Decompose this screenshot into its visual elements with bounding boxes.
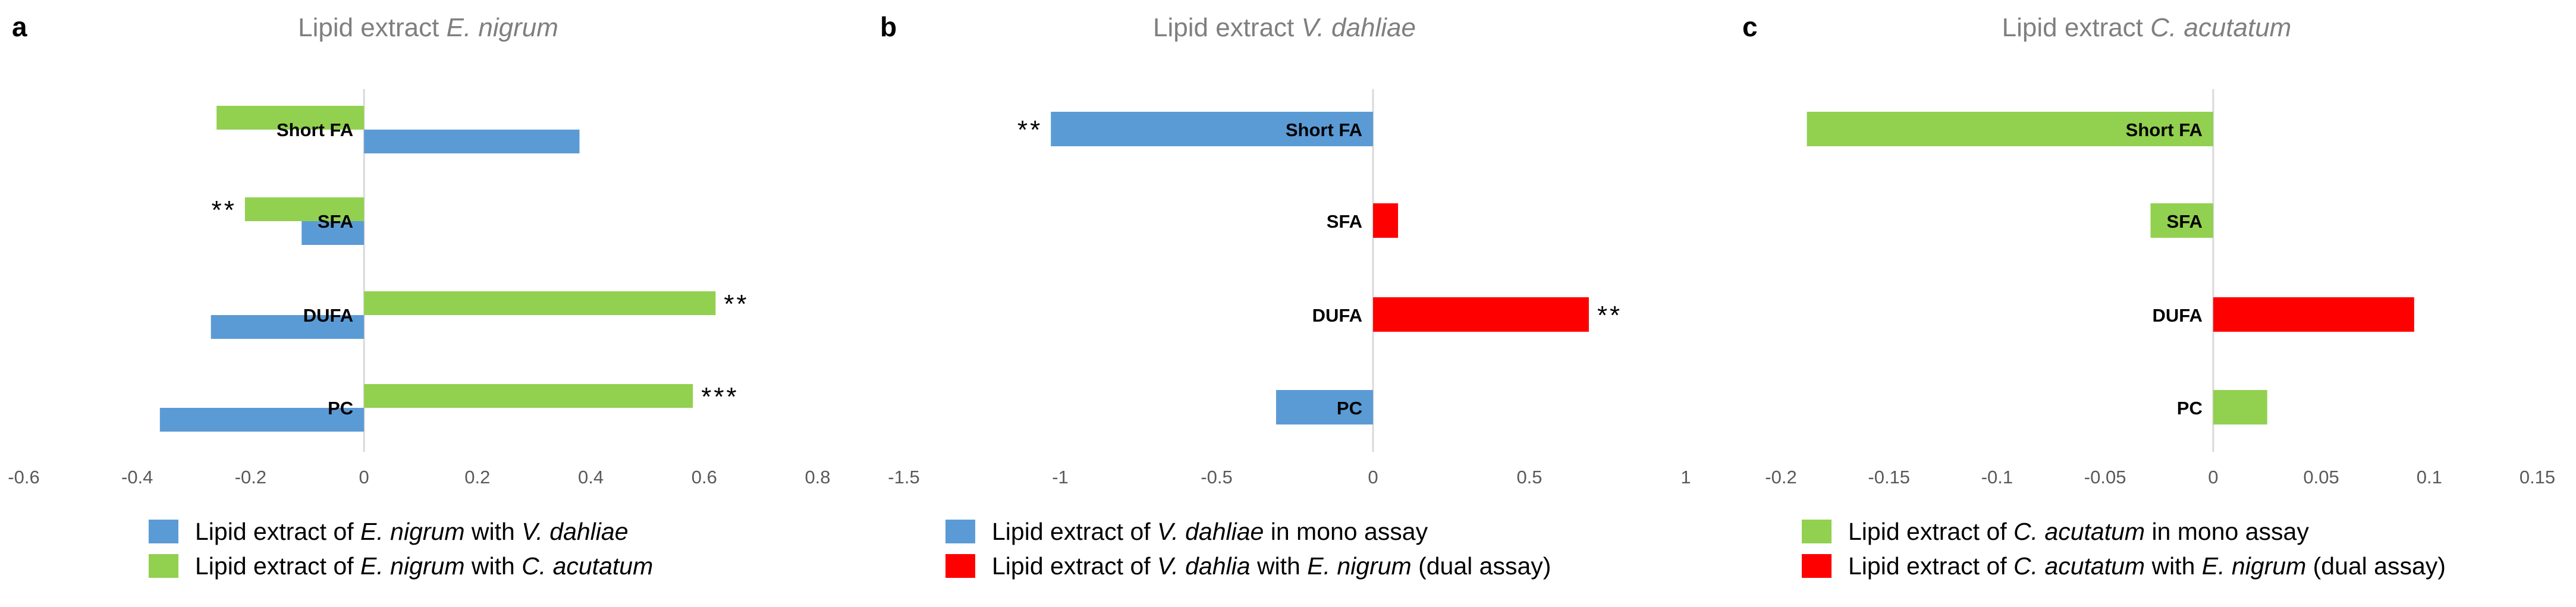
panel-letter: a (12, 11, 27, 42)
panel-letter: b (880, 11, 897, 42)
x-tick-label: 0.4 (578, 467, 604, 488)
legend-item: Lipid extract of E. nigrum with C. acuta… (149, 549, 653, 583)
significance-label: ** (212, 196, 237, 225)
x-tick-label: 0.1 (2417, 467, 2442, 488)
category-label: DUFA (2152, 305, 2202, 326)
chart-panel-c: c Lipid extract C. acutatum -0.2 -0.15 -0.… (1713, 0, 2576, 607)
bar (2213, 297, 2414, 332)
category-label: DUFA (1312, 305, 1362, 326)
panel-letter: c (1742, 11, 1758, 42)
chart-title: Lipid extract V. dahliae (928, 13, 1641, 43)
bar (2213, 390, 2267, 424)
significance-label: *** (701, 382, 739, 411)
bar (364, 291, 716, 315)
legend-label: Lipid extract of C. acutatum with E. nig… (1848, 552, 2446, 580)
category-label: Short FA (2126, 119, 2203, 140)
x-tick-label: -0.1 (1981, 467, 2013, 488)
bar (216, 106, 365, 130)
bar (244, 197, 365, 221)
legend-swatch (1802, 554, 1832, 578)
legend-label: Lipid extract of E. nigrum with V. dahli… (195, 517, 629, 545)
legend-item: Lipid extract of V. dahliae in mono assa… (945, 514, 1551, 549)
legend-label: Lipid extract of E. nigrum with C. acuta… (195, 552, 654, 580)
bar (364, 130, 580, 153)
x-tick-label: -1.5 (888, 467, 919, 488)
chart-plot-a: -0.6 -0.4 -0.2 0 0.2 0.4 0.6 0.8*******Short FA… (8, 89, 831, 488)
significance-label: ** (1597, 301, 1622, 330)
legend-label: Lipid extract of V. dahliae in mono assa… (992, 517, 1428, 545)
category-label: PC (1337, 398, 1362, 419)
bar (159, 408, 365, 432)
bar (1051, 112, 1373, 146)
x-tick-label: -0.2 (1765, 467, 1796, 488)
x-tick-label: 0.2 (464, 467, 490, 488)
category-label: PC (328, 398, 353, 419)
x-tick-label: 0.15 (2520, 467, 2555, 488)
x-tick-label: -0.6 (8, 467, 39, 488)
bar (1276, 390, 1373, 424)
x-tick-label: -0.4 (121, 467, 153, 488)
chart-title-species: C. acutatum (2150, 13, 2292, 42)
legend-item: Lipid extract of C. acutatum in mono ass… (1802, 514, 2446, 549)
category-label: SFA (1327, 211, 1362, 232)
bar (1373, 203, 1399, 238)
chart-legend-c: Lipid extract of C. acutatum in mono ass… (1802, 514, 2446, 583)
legend-item: Lipid extract of V. dahlia with E. nigru… (945, 549, 1551, 583)
x-tick-label: 0.8 (805, 467, 830, 488)
x-tick-label: 0 (2208, 467, 2218, 488)
legend-swatch (1802, 520, 1832, 543)
chart-title-species: E. nigrum (446, 13, 558, 42)
chart-legend-b: Lipid extract of V. dahliae in mono assa… (945, 514, 1551, 583)
significance-label: ** (724, 290, 749, 319)
legend-swatch (149, 554, 178, 578)
x-tick-label: -0.2 (235, 467, 266, 488)
chart-title-species: V. dahliae (1301, 13, 1416, 42)
x-tick-label: 0.05 (2303, 467, 2339, 488)
category-label: Short FA (277, 119, 353, 140)
legend-label: Lipid extract of V. dahlia with E. nigru… (992, 552, 1551, 580)
bar (301, 221, 365, 245)
x-tick-label: -0.05 (2084, 467, 2126, 488)
legend-swatch (945, 520, 975, 543)
category-label: SFA (318, 211, 353, 232)
chart-title-prefix: Lipid extract (1153, 13, 1302, 42)
legend-item: Lipid extract of C. acutatum with E. nig… (1802, 549, 2446, 583)
chart-legend-a: Lipid extract of E. nigrum with V. dahli… (149, 514, 653, 583)
x-tick-label: 0.6 (692, 467, 717, 488)
chart-title-prefix: Lipid extract (2002, 13, 2151, 42)
category-label: PC (2177, 398, 2203, 419)
legend-item: Lipid extract of E. nigrum with V. dahli… (149, 514, 653, 549)
bar (1807, 112, 2213, 146)
bar (211, 315, 365, 339)
bar (364, 384, 693, 408)
category-label: DUFA (303, 305, 353, 326)
chart-plot-b: -1.5 -1 -0.5 0 0.5 1 ** ** Short FA SFA DUFA PC (888, 89, 1691, 488)
bar (1373, 297, 1589, 332)
x-tick-label: 1 (1680, 467, 1691, 488)
x-tick-label: 0 (359, 467, 369, 488)
category-label: Short FA (1286, 119, 1362, 140)
legend-swatch (149, 520, 178, 543)
category-label: SFA (2167, 211, 2203, 232)
legend-label: Lipid extract of C. acutatum in mono ass… (1848, 517, 2309, 545)
chart-title-prefix: Lipid extract (298, 13, 447, 42)
x-tick-label: -0.15 (1868, 467, 1910, 488)
chart-panel-a: a Lipid extract E. nigrum -0.6 -0.4 -0.2 0 0… (0, 0, 856, 607)
x-tick-label: 0 (1368, 467, 1378, 488)
significance-label: ** (1017, 115, 1042, 144)
chart-title: Lipid extract E. nigrum (71, 13, 785, 43)
bar (2150, 203, 2213, 238)
chart-title: Lipid extract C. acutatum (1790, 13, 2503, 43)
chart-plot-c: -0.2 -0.15 -0.1 -0.05 0 0.05 0.1 0.15 Short FA SF… (1765, 89, 2555, 488)
x-tick-label: -1 (1052, 467, 1069, 488)
chart-panel-b: b Lipid extract V. dahliae -1.5 -1 -0.5 0 0.… (856, 0, 1713, 607)
x-tick-label: -0.5 (1201, 467, 1232, 488)
legend-swatch (945, 554, 975, 578)
x-tick-label: 0.5 (1516, 467, 1542, 488)
